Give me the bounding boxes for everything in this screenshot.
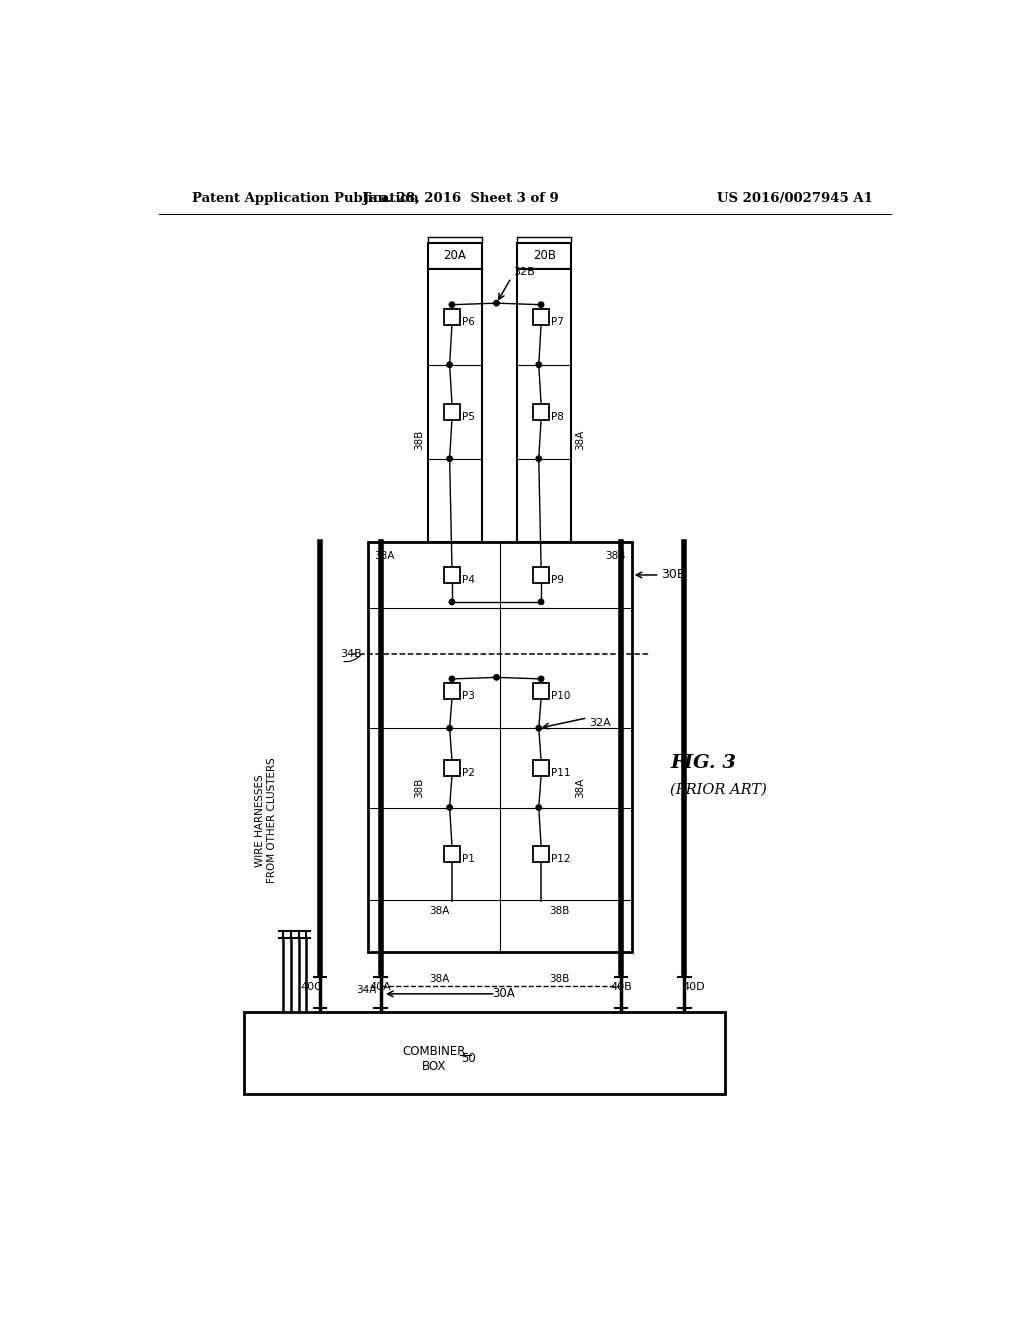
- Circle shape: [446, 805, 453, 810]
- Bar: [532, 309, 549, 325]
- Bar: [532, 760, 549, 776]
- Bar: [443, 682, 460, 700]
- Bar: [428, 268, 482, 543]
- Bar: [443, 566, 460, 583]
- Text: 38A: 38A: [575, 429, 585, 450]
- Text: 38B: 38B: [414, 777, 424, 799]
- Text: 40B: 40B: [610, 982, 632, 991]
- Text: 38A: 38A: [375, 550, 395, 561]
- Circle shape: [536, 805, 542, 810]
- Bar: [517, 243, 571, 268]
- Text: P7: P7: [551, 317, 564, 327]
- Text: 38B: 38B: [414, 429, 424, 450]
- Text: 20A: 20A: [443, 249, 467, 263]
- Circle shape: [446, 726, 453, 731]
- Text: 20B: 20B: [532, 249, 556, 263]
- Text: P11: P11: [551, 768, 570, 779]
- Text: P6: P6: [462, 317, 475, 327]
- Circle shape: [494, 675, 500, 680]
- Text: Patent Application Publication: Patent Application Publication: [191, 191, 418, 205]
- Bar: [443, 760, 460, 776]
- Circle shape: [536, 726, 542, 731]
- Text: 38B: 38B: [549, 907, 569, 916]
- Circle shape: [446, 362, 453, 367]
- Circle shape: [450, 599, 455, 605]
- Text: P8: P8: [551, 412, 564, 422]
- Text: 40D: 40D: [682, 982, 706, 991]
- Text: 30A: 30A: [493, 987, 515, 1001]
- Circle shape: [450, 676, 455, 681]
- Text: P9: P9: [551, 576, 564, 585]
- Text: 38A: 38A: [429, 974, 450, 985]
- Text: P4: P4: [462, 576, 475, 585]
- Text: 40A: 40A: [370, 982, 391, 991]
- Text: P2: P2: [462, 768, 475, 779]
- Circle shape: [494, 301, 500, 306]
- Bar: [532, 846, 549, 862]
- Text: (PRIOR ART): (PRIOR ART): [671, 783, 767, 797]
- Text: US 2016/0027945 A1: US 2016/0027945 A1: [717, 191, 872, 205]
- Text: WIRE HARNESSES
FROM OTHER CLUSTERS: WIRE HARNESSES FROM OTHER CLUSTERS: [255, 758, 276, 883]
- Bar: [532, 682, 549, 700]
- Text: FIG. 3: FIG. 3: [671, 754, 736, 772]
- Text: P1: P1: [462, 854, 475, 865]
- Text: 50: 50: [461, 1052, 476, 1065]
- Text: COMBINER
BOX: COMBINER BOX: [402, 1045, 466, 1073]
- Text: 38A: 38A: [429, 907, 450, 916]
- Text: 38B: 38B: [605, 550, 626, 561]
- Circle shape: [536, 455, 542, 462]
- Text: 34A: 34A: [356, 985, 377, 995]
- Bar: [532, 404, 549, 420]
- Text: P12: P12: [551, 854, 570, 865]
- Bar: [443, 404, 460, 420]
- Bar: [532, 566, 549, 583]
- Text: 32B: 32B: [513, 268, 535, 277]
- Text: P3: P3: [462, 692, 475, 701]
- Text: 40C: 40C: [300, 982, 322, 991]
- Text: 34B: 34B: [340, 648, 362, 659]
- Circle shape: [539, 599, 544, 605]
- Text: P10: P10: [551, 692, 570, 701]
- Bar: [428, 243, 482, 268]
- Circle shape: [450, 302, 455, 308]
- Circle shape: [539, 676, 544, 681]
- Bar: [369, 543, 632, 952]
- Text: 30B: 30B: [662, 569, 686, 582]
- Bar: [517, 268, 571, 543]
- Bar: [443, 846, 460, 862]
- Text: 32A: 32A: [589, 718, 611, 729]
- Circle shape: [446, 455, 453, 462]
- Bar: [245, 1011, 725, 1094]
- Circle shape: [536, 362, 542, 367]
- Text: P5: P5: [462, 412, 475, 422]
- Bar: [443, 309, 460, 325]
- Text: 38A: 38A: [575, 777, 585, 799]
- Text: Jan. 28, 2016  Sheet 3 of 9: Jan. 28, 2016 Sheet 3 of 9: [364, 191, 559, 205]
- Text: 38B: 38B: [549, 974, 569, 985]
- Circle shape: [539, 302, 544, 308]
